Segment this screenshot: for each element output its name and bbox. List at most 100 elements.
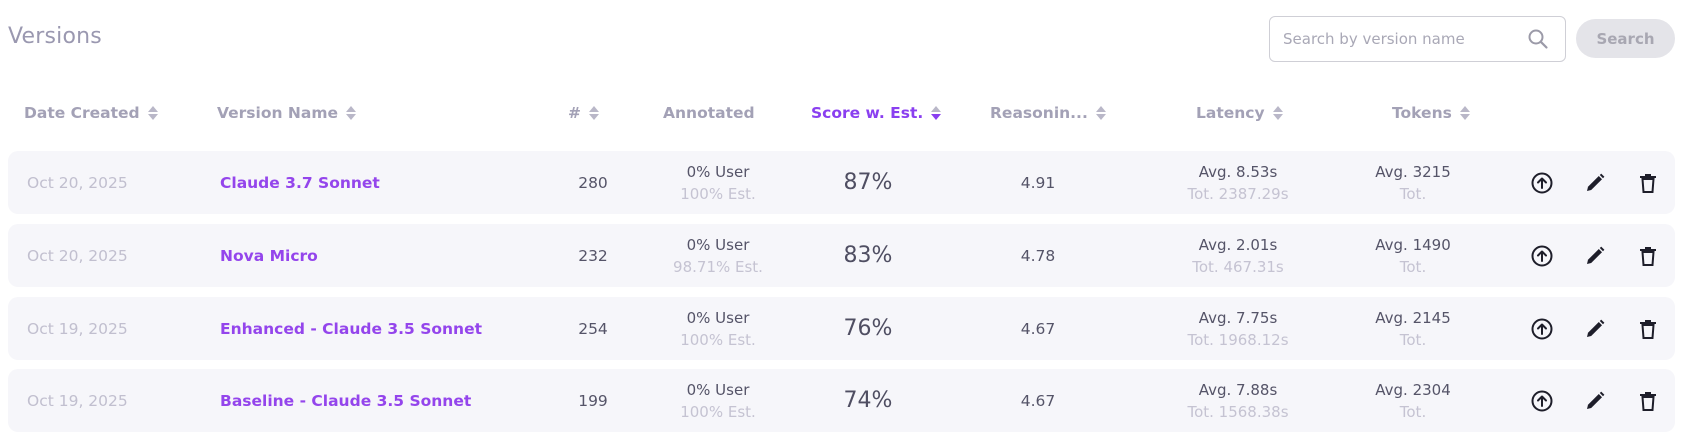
search-button[interactable]: Search bbox=[1576, 19, 1675, 58]
column-header-score[interactable]: Score w. Est. bbox=[811, 104, 942, 122]
sort-icon[interactable] bbox=[346, 106, 357, 120]
trash-icon[interactable] bbox=[1634, 315, 1662, 343]
search-input[interactable] bbox=[1283, 30, 1526, 48]
annotated-est: 98.71% Est. bbox=[673, 257, 763, 276]
latency-total: Tot. 1968.12s bbox=[1187, 330, 1289, 349]
upload-circle-icon[interactable] bbox=[1528, 242, 1556, 270]
tokens-total: Tot. bbox=[1399, 257, 1427, 276]
column-header-label: Annotated bbox=[663, 104, 755, 122]
item-count: 254 bbox=[578, 319, 608, 338]
column-header-annotated: Annotated bbox=[663, 104, 755, 122]
column-header-label: Score w. Est. bbox=[811, 104, 924, 122]
search-icon[interactable] bbox=[1526, 27, 1550, 51]
column-header-label: Tokens bbox=[1392, 104, 1452, 122]
annotated-est: 100% Est. bbox=[680, 184, 756, 203]
trash-icon[interactable] bbox=[1634, 169, 1662, 197]
version-name-link[interactable]: Baseline - Claude 3.5 Sonnet bbox=[220, 391, 472, 410]
tokens-avg: Avg. 2304 bbox=[1375, 380, 1451, 399]
annotated-user: 0% User bbox=[686, 380, 750, 399]
search-box[interactable] bbox=[1269, 16, 1566, 62]
annotated-est: 100% Est. bbox=[680, 330, 756, 349]
upload-circle-icon[interactable] bbox=[1528, 315, 1556, 343]
column-header-label: Version Name bbox=[217, 104, 339, 122]
column-header-label: Date Created bbox=[24, 104, 140, 122]
pencil-icon[interactable] bbox=[1581, 387, 1609, 415]
sort-icon[interactable] bbox=[147, 106, 158, 120]
annotated-cell: 0% User 100% Est. bbox=[648, 151, 788, 214]
latency-cell: Avg. 7.88s Tot. 1568.38s bbox=[1153, 369, 1323, 432]
annotated-user: 0% User bbox=[686, 235, 750, 254]
version-name-link[interactable]: Claude 3.7 Sonnet bbox=[220, 173, 380, 192]
trash-icon[interactable] bbox=[1634, 387, 1662, 415]
tokens-cell: Avg. 3215 Tot. bbox=[1348, 151, 1478, 214]
annotated-user: 0% User bbox=[686, 308, 750, 327]
annotated-cell: 0% User 98.71% Est. bbox=[648, 224, 788, 287]
latency-avg: Avg. 2.01s bbox=[1198, 235, 1278, 254]
annotated-cell: 0% User 100% Est. bbox=[648, 369, 788, 432]
sort-icon[interactable] bbox=[1095, 106, 1106, 120]
latency-total: Tot. 467.31s bbox=[1192, 257, 1284, 276]
score-value: 83% bbox=[843, 243, 893, 268]
tokens-cell: Avg. 2145 Tot. bbox=[1348, 297, 1478, 360]
page-title: Versions bbox=[8, 24, 102, 49]
version-name-link[interactable]: Enhanced - Claude 3.5 Sonnet bbox=[220, 319, 483, 338]
trash-icon[interactable] bbox=[1634, 242, 1662, 270]
reasoning-value: 4.78 bbox=[1020, 246, 1056, 265]
tokens-total: Tot. bbox=[1399, 184, 1427, 203]
table-row: Oct 19, 2025 Enhanced - Claude 3.5 Sonne… bbox=[8, 297, 1675, 360]
upload-circle-icon[interactable] bbox=[1528, 169, 1556, 197]
column-header-latency[interactable]: Latency bbox=[1196, 104, 1283, 122]
reasoning-value: 4.67 bbox=[1020, 319, 1056, 338]
item-count: 280 bbox=[578, 173, 608, 192]
table-row: Oct 20, 2025 Claude 3.7 Sonnet 280 0% Us… bbox=[8, 151, 1675, 214]
latency-cell: Avg. 8.53s Tot. 2387.29s bbox=[1153, 151, 1323, 214]
tokens-total: Tot. bbox=[1399, 330, 1427, 349]
upload-circle-icon[interactable] bbox=[1528, 387, 1556, 415]
date-created: Oct 20, 2025 bbox=[27, 246, 128, 265]
column-header-label: Reasonin... bbox=[990, 104, 1088, 122]
item-count: 199 bbox=[578, 391, 608, 410]
annotated-est: 100% Est. bbox=[680, 402, 756, 421]
latency-cell: Avg. 2.01s Tot. 467.31s bbox=[1153, 224, 1323, 287]
column-header-version-name[interactable]: Version Name bbox=[217, 104, 357, 122]
date-created: Oct 19, 2025 bbox=[27, 319, 128, 338]
tokens-total: Tot. bbox=[1399, 402, 1427, 421]
column-header-reasoning[interactable]: Reasonin... bbox=[990, 104, 1106, 122]
date-created: Oct 20, 2025 bbox=[27, 173, 128, 192]
latency-avg: Avg. 7.75s bbox=[1198, 308, 1278, 327]
table-header: Date Created Version Name # Annotated Sc… bbox=[0, 104, 1684, 132]
score-value: 87% bbox=[843, 170, 893, 195]
tokens-cell: Avg. 1490 Tot. bbox=[1348, 224, 1478, 287]
sort-icon[interactable] bbox=[931, 106, 942, 120]
sort-icon[interactable] bbox=[1459, 106, 1470, 120]
version-name-link[interactable]: Nova Micro bbox=[220, 246, 318, 265]
annotated-user: 0% User bbox=[686, 162, 750, 181]
score-value: 76% bbox=[843, 316, 893, 341]
latency-total: Tot. 2387.29s bbox=[1187, 184, 1289, 203]
pencil-icon[interactable] bbox=[1581, 242, 1609, 270]
latency-avg: Avg. 7.88s bbox=[1198, 380, 1278, 399]
latency-cell: Avg. 7.75s Tot. 1968.12s bbox=[1153, 297, 1323, 360]
pencil-icon[interactable] bbox=[1581, 169, 1609, 197]
reasoning-value: 4.91 bbox=[1020, 173, 1056, 192]
date-created: Oct 19, 2025 bbox=[27, 391, 128, 410]
tokens-avg: Avg. 1490 bbox=[1375, 235, 1451, 254]
column-header-count[interactable]: # bbox=[568, 104, 599, 122]
table-row: Oct 20, 2025 Nova Micro 232 0% User 98.71… bbox=[8, 224, 1675, 287]
sort-icon[interactable] bbox=[1272, 106, 1283, 120]
table-row: Oct 19, 2025 Baseline - Claude 3.5 Sonne… bbox=[8, 369, 1675, 432]
annotated-cell: 0% User 100% Est. bbox=[648, 297, 788, 360]
score-value: 74% bbox=[843, 388, 893, 413]
column-header-tokens[interactable]: Tokens bbox=[1392, 104, 1470, 122]
column-header-date-created[interactable]: Date Created bbox=[24, 104, 158, 122]
column-header-label: # bbox=[568, 104, 581, 122]
tokens-avg: Avg. 3215 bbox=[1375, 162, 1451, 181]
pencil-icon[interactable] bbox=[1581, 315, 1609, 343]
sort-icon[interactable] bbox=[589, 106, 599, 120]
latency-total: Tot. 1568.38s bbox=[1187, 402, 1289, 421]
item-count: 232 bbox=[578, 246, 608, 265]
reasoning-value: 4.67 bbox=[1020, 391, 1056, 410]
tokens-cell: Avg. 2304 Tot. bbox=[1348, 369, 1478, 432]
latency-avg: Avg. 8.53s bbox=[1198, 162, 1278, 181]
column-header-label: Latency bbox=[1196, 104, 1265, 122]
